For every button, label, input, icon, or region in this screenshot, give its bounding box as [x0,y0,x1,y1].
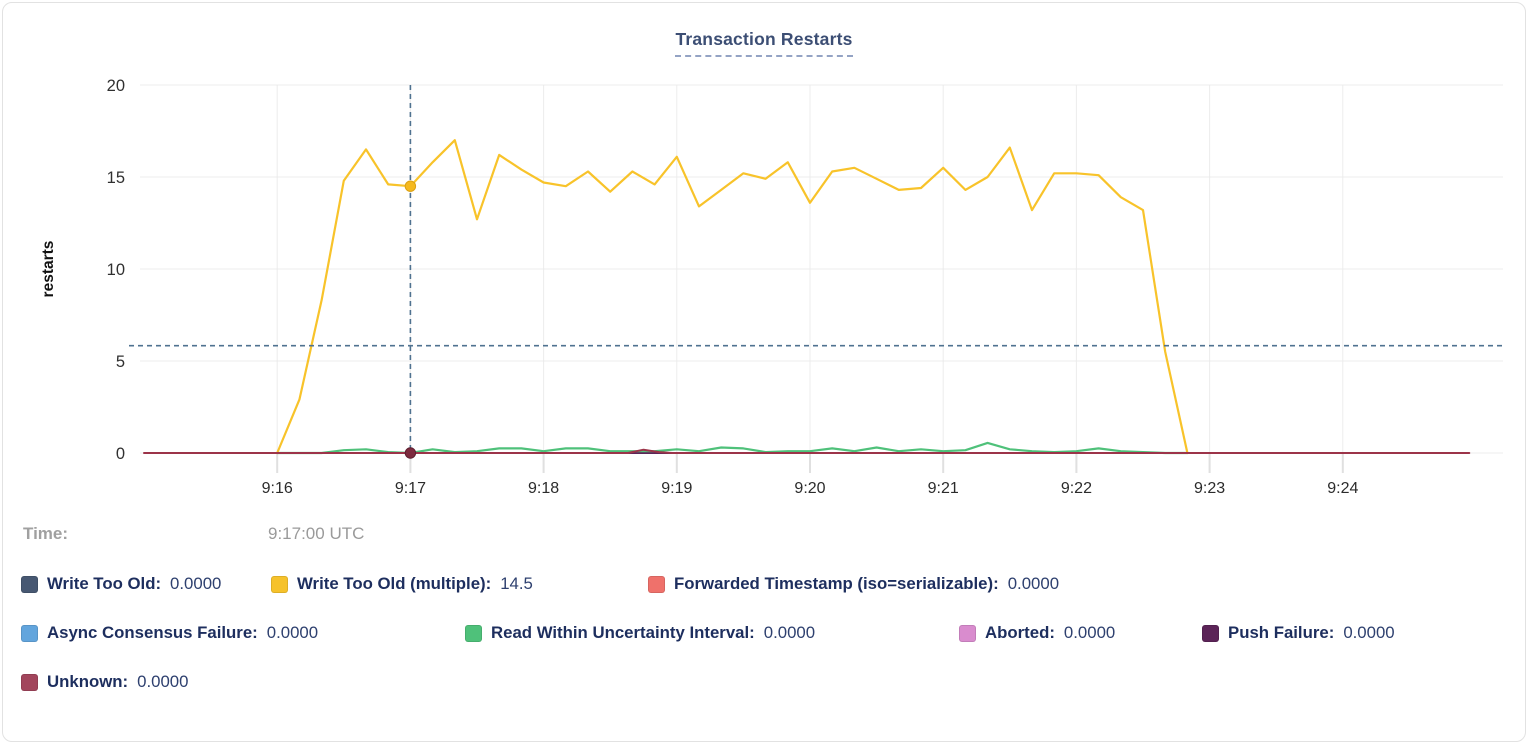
y-axis-label: restarts [40,241,57,298]
legend-item-write-too-old: Write Too Old: 0.0000 [21,574,271,594]
legend-swatch [465,624,482,642]
legend-item-forwarded-timestamp-iso-serializable-: Forwarded Timestamp (iso=serializable): 0… [648,574,1248,594]
svg-text:15: 15 [107,169,125,187]
svg-text:20: 20 [107,77,125,95]
legend-item-unknown: Unknown: 0.0000 [21,672,271,692]
legend-value: 0.0000 [1343,623,1395,642]
svg-text:0: 0 [116,445,125,463]
legend-swatch [648,575,665,593]
series-lines [143,139,1471,455]
legend-item-aborted: Aborted: 0.0000 [959,623,1202,643]
legend-value: 0.0000 [1063,623,1116,642]
svg-text:9:21: 9:21 [928,480,959,497]
legend-value: 14.5 [500,574,533,593]
legend-label: Write Too Old (multiple): [297,574,492,593]
legend-value: 0.0000 [170,574,222,593]
chart-title-text: Transaction Restarts [675,29,853,57]
legend-label: Push Failure: [1228,623,1335,642]
hover-crosshair [129,85,1503,459]
series-line [276,139,1189,455]
legend-item-async-consensus-failure: Async Consensus Failure: 0.0000 [21,623,465,643]
legend-label: Write Too Old: [47,574,162,593]
legend-value: 0.0000 [1007,574,1060,593]
legend-item-write-too-old-multiple-: Write Too Old (multiple): 14.5 [271,574,648,594]
svg-text:9:17: 9:17 [395,480,426,497]
axis-labels: 0 5 10 15 20 9:16 9:17 9:18 9:19 9:20 9:21 9:22 9:23… [107,77,1359,497]
series-line [143,448,1471,454]
svg-text:9:18: 9:18 [528,480,559,497]
legend-item-push-failure: Push Failure: 0.0000 [1202,623,1492,643]
hover-time-row: Time: 9:17:00 UTC [23,522,1525,546]
legend-value: 0.0000 [763,623,816,642]
svg-text:9:16: 9:16 [262,480,293,497]
legend-item-read-within-uncertainty-interval: Read Within Uncertainty Interval: 0.0000 [465,623,959,643]
legend-row: Async Consensus Failure: 0.0000 Read Withi… [21,621,1525,645]
svg-text:9:24: 9:24 [1327,480,1358,497]
svg-text:9:19: 9:19 [661,480,692,497]
svg-text:10: 10 [107,261,125,279]
legend-swatch [959,624,976,642]
chart-title[interactable]: Transaction Restarts [3,29,1525,57]
series-line [276,441,1189,455]
hover-dot [404,180,417,192]
legend-value: 0.0000 [137,672,189,691]
legend-label: Forwarded Timestamp (iso=serializable): [674,574,999,593]
legend-swatch [271,575,288,593]
transaction-restarts-chart[interactable]: 0 5 10 15 20 9:16 9:17 9:18 9:19 9:20 9:21 9:22 9:23… [3,3,1526,508]
legend-value: 0.0000 [266,623,319,642]
svg-text:5: 5 [116,353,125,371]
legend-swatch [21,673,38,691]
legend-label: Unknown: [47,672,129,691]
legend-label: Async Consensus Failure: [47,623,258,642]
legend-swatch [21,624,38,642]
legend-row: Write Too Old: 0.0000 Write Too Old (multi… [21,572,1525,596]
time-value: 9:17:00 UTC [268,524,365,543]
svg-text:9:20: 9:20 [794,480,825,497]
gridlines [140,84,1503,473]
legend-label: Aborted: [985,623,1055,642]
time-label: Time: [23,524,69,543]
legend-swatch [1202,624,1219,642]
svg-text:9:22: 9:22 [1061,480,1092,497]
legend-swatch [21,575,38,593]
svg-text:9:23: 9:23 [1194,480,1225,497]
legend-label: Read Within Uncertainty Interval: [491,623,755,642]
hover-dot [404,447,417,459]
chart-legend: Write Too Old: 0.0000 Write Too Old (multi… [21,572,1525,694]
legend-row: Unknown: 0.0000 [21,670,1525,694]
